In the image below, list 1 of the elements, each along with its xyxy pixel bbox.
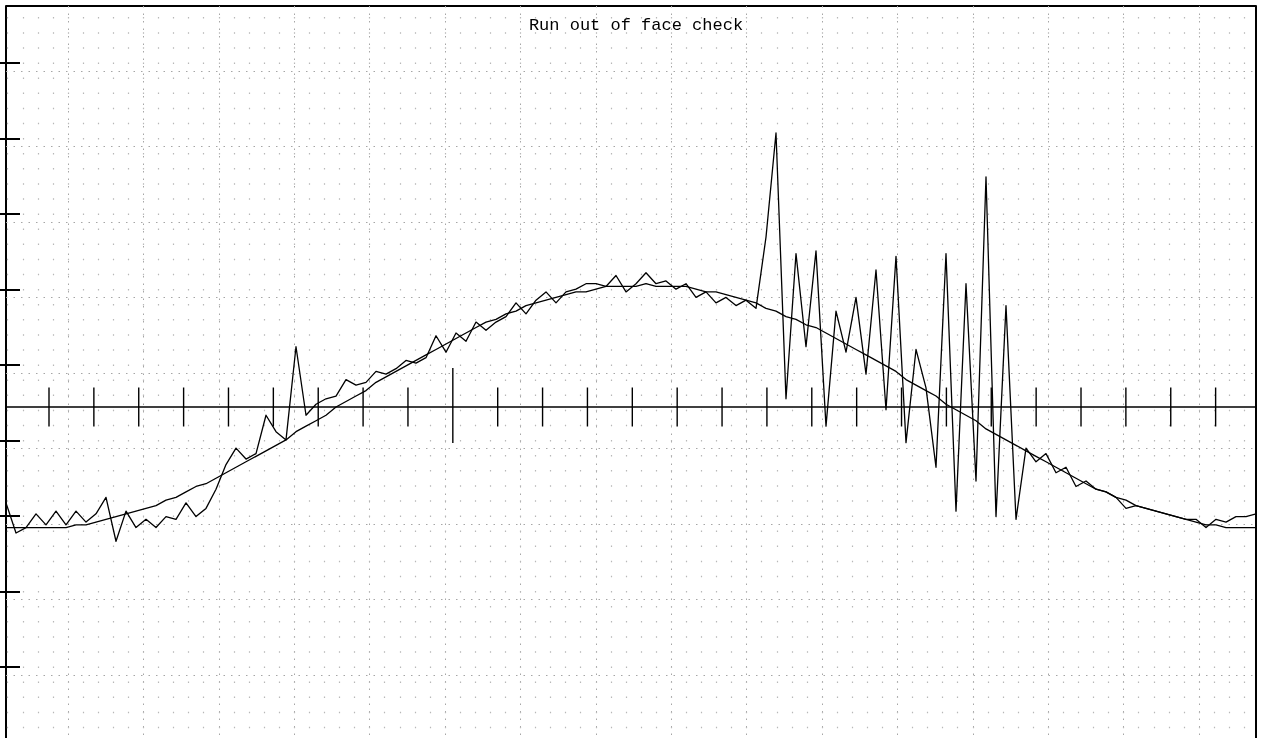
chart-title: Run out of face check bbox=[528, 16, 744, 35]
